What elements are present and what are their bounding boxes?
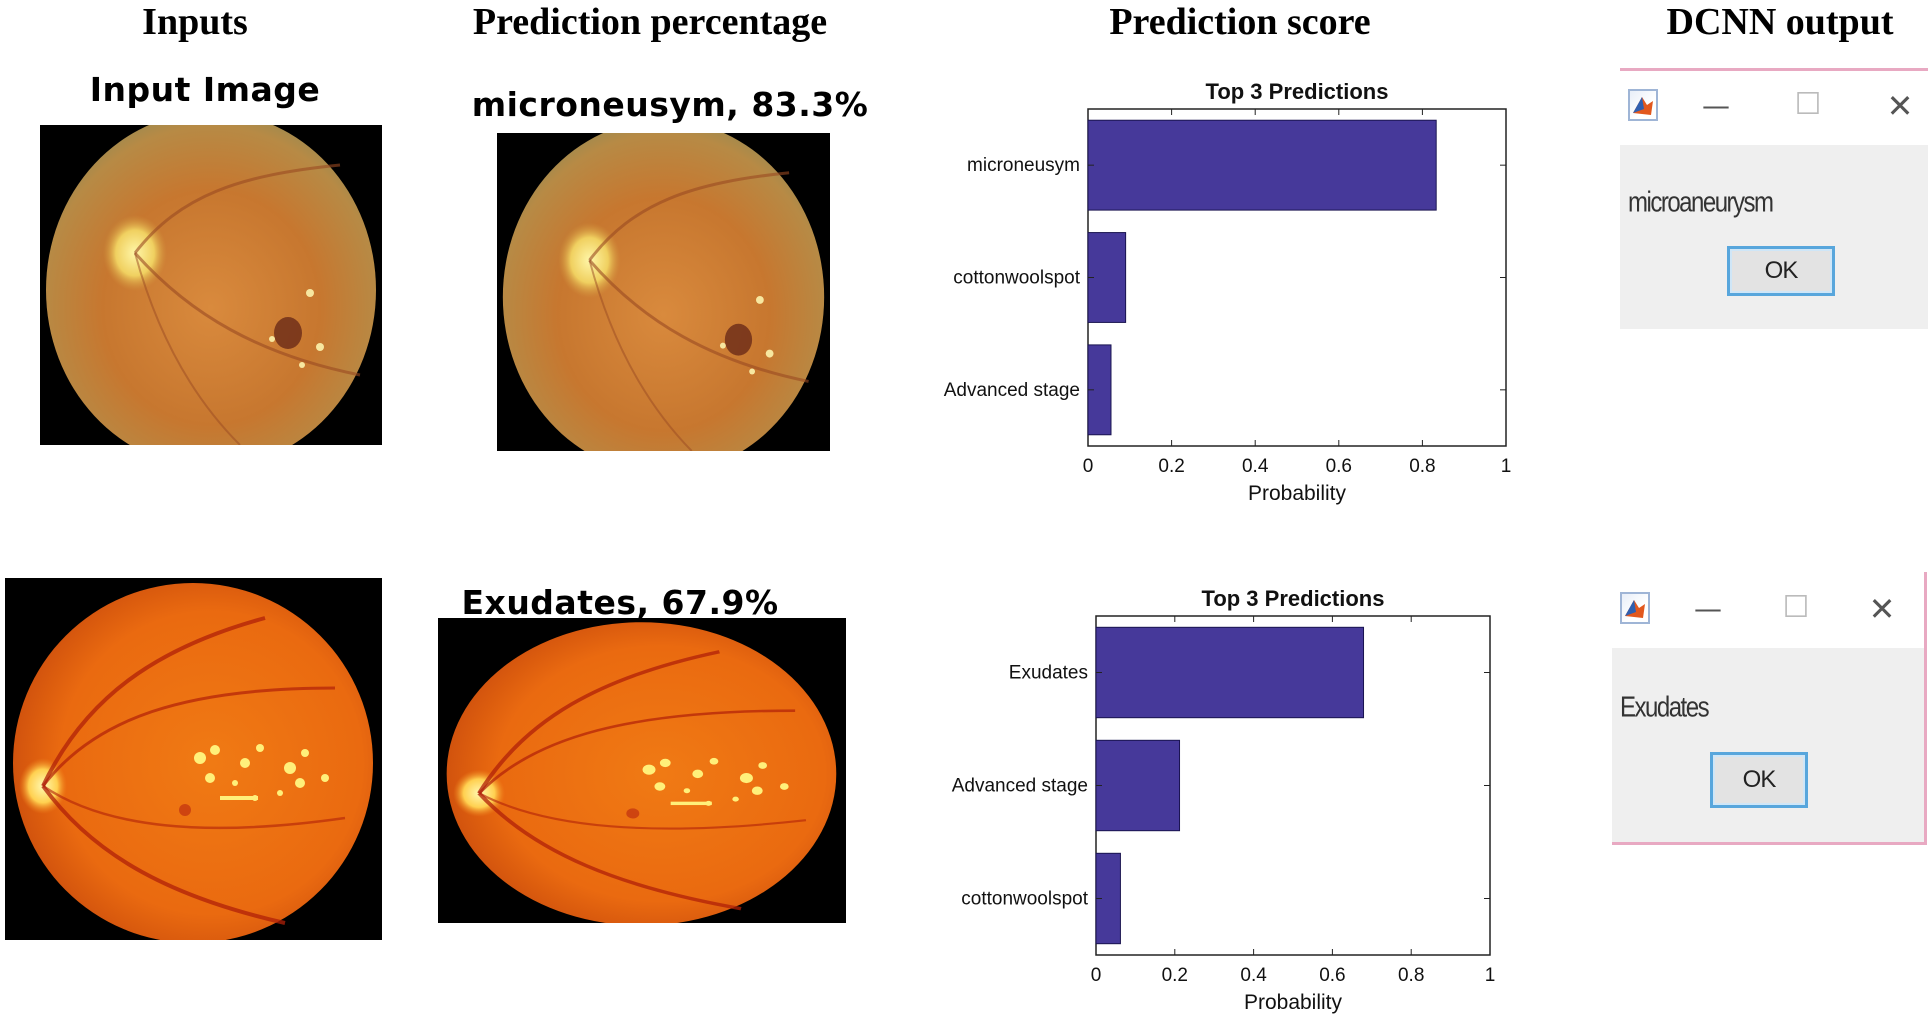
x-tick-label: 0.6 bbox=[1319, 965, 1345, 986]
maximize-icon[interactable]: ☐ bbox=[1794, 87, 1822, 122]
header-prediction-score: Prediction score bbox=[1109, 1, 1371, 43]
x-tick-label: 0.4 bbox=[1242, 456, 1269, 477]
x-tick-label: 0.8 bbox=[1398, 965, 1424, 986]
category-label: cottonwoolspot bbox=[961, 889, 1088, 910]
input-fundus-image-2 bbox=[5, 578, 382, 940]
ok-button-1[interactable]: OK bbox=[1727, 246, 1835, 296]
x-axis-label: Probability bbox=[1244, 991, 1343, 1014]
x-tick-label: 0.6 bbox=[1326, 456, 1352, 477]
chart-title: Top 3 Predictions bbox=[1202, 586, 1385, 611]
x-tick-label: 1 bbox=[1485, 965, 1496, 986]
prediction-title-1: microneusym, 83.3% bbox=[471, 85, 869, 124]
bar-2 bbox=[1095, 739, 1181, 832]
x-tick-label: 0 bbox=[1083, 456, 1094, 477]
retina-photo-1a bbox=[46, 125, 376, 445]
dialog-titlebar-1: — ☐ ✕ bbox=[1620, 71, 1928, 145]
prediction-title-2: Exudates, 67.9% bbox=[461, 583, 779, 622]
close-icon[interactable]: ✕ bbox=[1886, 87, 1914, 125]
header-inputs: Inputs bbox=[142, 1, 248, 43]
input-image-title: Input Image bbox=[89, 70, 321, 109]
category-label: Advanced stage bbox=[952, 776, 1088, 797]
prediction-fundus-image-2 bbox=[438, 618, 846, 923]
x-axis-label: Probability bbox=[1248, 482, 1347, 505]
category-label: Exudates bbox=[1009, 663, 1088, 684]
x-tick-label: 0.8 bbox=[1409, 456, 1435, 477]
matlab-icon bbox=[1620, 592, 1650, 624]
maximize-icon[interactable]: ☐ bbox=[1782, 590, 1810, 625]
x-tick-label: 0.2 bbox=[1162, 965, 1188, 986]
header-prediction-percentage: Prediction percentage bbox=[472, 1, 828, 43]
minimize-icon[interactable]: — bbox=[1702, 89, 1730, 122]
prediction-fundus-image-1 bbox=[497, 133, 830, 451]
x-tick-label: 0.4 bbox=[1240, 965, 1267, 986]
dcnn-dialog-2: — ☐ ✕ Exudates OK bbox=[1612, 572, 1927, 845]
header-dcnn-output: DCNN output bbox=[1666, 1, 1894, 43]
ok-button-2[interactable]: OK bbox=[1710, 752, 1808, 808]
category-label: Advanced stage bbox=[944, 380, 1080, 401]
prediction-chart-2: Top 3 Predictions Exudates Advanced stage c… bbox=[900, 570, 1520, 1025]
chart-svg-1: Top 3 Predictions microneusym cottonwoolsp… bbox=[944, 79, 1512, 505]
minimize-icon[interactable]: — bbox=[1694, 592, 1722, 625]
input-fundus-image-1 bbox=[40, 125, 382, 445]
prediction-chart-1: Top 3 Predictions microneusym cottonwoolsp… bbox=[900, 60, 1520, 520]
close-icon[interactable]: ✕ bbox=[1868, 590, 1896, 628]
dialog-titlebar-2: — ☐ ✕ bbox=[1612, 572, 1924, 648]
x-tick-label: 0 bbox=[1091, 965, 1102, 986]
bar-1 bbox=[1095, 626, 1365, 719]
category-label: cottonwoolspot bbox=[953, 268, 1080, 289]
chart-svg-2: Top 3 Predictions Exudates Advanced stage c… bbox=[952, 586, 1496, 1014]
x-tick-label: 0.2 bbox=[1158, 456, 1184, 477]
retina-photo-1b bbox=[502, 133, 825, 451]
dialog-message-1: microaneurysm bbox=[1628, 186, 1774, 219]
retina-photo-2a bbox=[13, 583, 373, 940]
bar-1 bbox=[1087, 119, 1437, 211]
dialog-message-2: Exudates bbox=[1620, 691, 1710, 724]
dcnn-dialog-1: — ☐ ✕ microaneurysm OK bbox=[1620, 68, 1928, 329]
chart-title: Top 3 Predictions bbox=[1206, 79, 1389, 104]
matlab-icon bbox=[1628, 89, 1658, 121]
bar-2 bbox=[1087, 232, 1127, 323]
retina-photo-2b bbox=[446, 622, 837, 923]
x-tick-label: 1 bbox=[1501, 456, 1512, 477]
category-label: microneusym bbox=[967, 155, 1080, 176]
